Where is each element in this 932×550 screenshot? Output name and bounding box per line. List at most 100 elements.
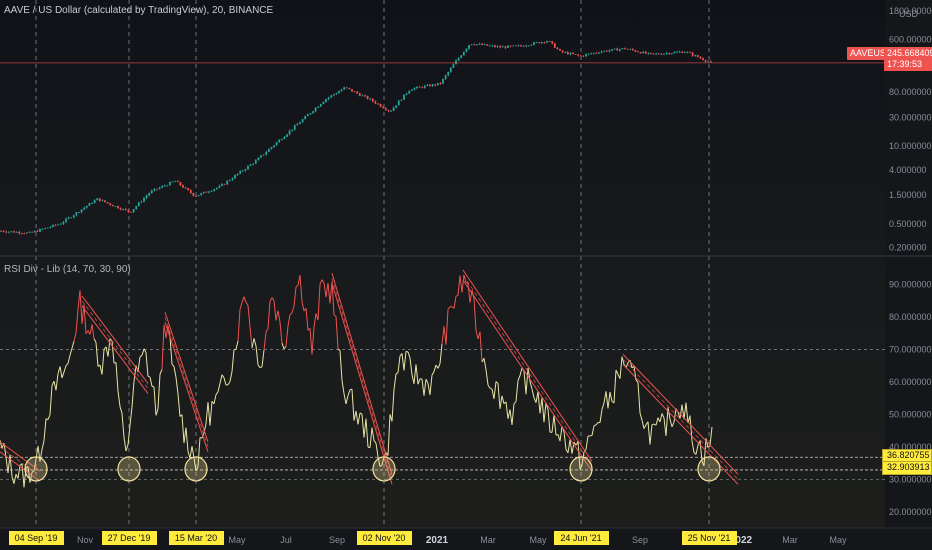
price-axis-tick: 1.500000: [889, 190, 927, 200]
price-candle: [483, 44, 486, 46]
rsi-axis-tick: 30.000000: [889, 474, 932, 484]
rsi-line-segment: [223, 377, 227, 386]
divergence-trendline-center: [0, 446, 41, 477]
rsi-line-segment: [41, 440, 45, 450]
rsi-line-segment: [615, 369, 619, 375]
price-candle: [231, 178, 234, 181]
rsi-line-segment: [537, 391, 541, 414]
price-candle: [553, 43, 556, 48]
rsi-line-segment: [151, 385, 155, 388]
rsi-line-segment: [281, 342, 285, 350]
price-candle: [145, 195, 148, 199]
currency-label: USD: [899, 9, 919, 19]
price-pane[interactable]: [0, 40, 885, 235]
rsi-line-segment: [459, 275, 463, 293]
price-badge-value-box: 245.668409 17:39:53: [884, 47, 932, 71]
price-candle: [283, 136, 286, 140]
rsi-line-segment: [67, 355, 71, 364]
rsi-line-segment: [613, 369, 617, 404]
price-candle: [673, 52, 676, 54]
rsi-line-segment: [221, 374, 225, 378]
rsi-line-segment: [119, 406, 123, 414]
price-candle: [689, 52, 691, 53]
price-candle: [382, 106, 385, 109]
rsi-badge-lower-value: 32.903913: [887, 462, 930, 472]
time-axis-tick: 2022: [730, 535, 753, 546]
rsi-line-segment: [107, 338, 111, 357]
price-candle: [241, 170, 244, 172]
time-axis-tick: Mar: [480, 535, 496, 545]
rsi-line-segment: [483, 358, 487, 370]
price-candle: [132, 209, 135, 213]
price-candle: [140, 201, 143, 203]
price-badge-countdown: 17:39:53: [887, 59, 923, 69]
price-candle: [478, 43, 481, 45]
divergence-trendline: [331, 273, 393, 475]
rsi-line-segment: [643, 424, 647, 429]
divergence-trendline: [0, 451, 41, 482]
rsi-line-segment: [497, 383, 501, 409]
price-candle: [304, 116, 307, 120]
rsi-line-segment: [619, 356, 623, 379]
price-candle: [374, 101, 377, 104]
rsi-line-segment: [663, 417, 667, 436]
rsi-line-segment: [591, 425, 595, 436]
price-candle: [579, 55, 582, 57]
rsi-line-segment: [123, 437, 127, 452]
date-badge: 15 Mar '20: [168, 531, 224, 545]
rsi-line-segment: [73, 333, 77, 342]
price-badge: AAVEUSD: [847, 47, 892, 60]
price-candle: [83, 207, 86, 210]
rsi-line-segment: [235, 340, 239, 350]
rsi-line-segment: [511, 403, 515, 425]
rsi-line-segment: [567, 439, 571, 453]
rsi-line-segment: [433, 364, 437, 372]
price-candle: [473, 44, 476, 46]
rsi-line-segment: [205, 402, 209, 424]
price-candle: [148, 192, 151, 196]
rsi-line-segment: [9, 454, 13, 477]
rsi-line-segment: [31, 470, 35, 473]
rsi-line-segment: [443, 326, 447, 345]
price-badge-symbol: AAVEUSD: [850, 48, 893, 58]
price-candle: [88, 203, 91, 206]
price-candle: [338, 91, 340, 94]
chart-title: AAVE / US Dollar (calculated by TradingV…: [4, 5, 274, 16]
price-candle: [26, 232, 28, 234]
rsi-line-segment: [465, 281, 469, 285]
divergence-trendline: [164, 321, 209, 453]
rsi-line-segment: [243, 296, 247, 303]
price-candle: [707, 61, 710, 63]
price-candle: [31, 231, 34, 233]
rsi-line-segment: [429, 375, 433, 395]
rsi-badge-upper-value: 36.820755: [887, 450, 930, 460]
price-candle: [408, 90, 411, 94]
price-candle: [200, 193, 203, 196]
rsi-line-segment: [369, 427, 373, 448]
rsi-line-segment: [691, 440, 695, 453]
rsi-line-segment: [245, 302, 249, 306]
price-candle: [202, 191, 205, 194]
rsi-line-segment: [117, 390, 121, 407]
rsi-line-segment: [317, 284, 321, 321]
price-axis-tick: 1800.000000: [889, 6, 932, 16]
price-candle: [442, 78, 444, 84]
divergence-marker: [569, 456, 593, 482]
rsi-line-segment: [605, 391, 609, 409]
rsi-line-segment: [473, 298, 477, 331]
rsi-pane[interactable]: [0, 269, 885, 488]
time-axis-tick: May: [228, 535, 246, 545]
rsi-line-segment: [671, 422, 675, 427]
price-candle: [36, 230, 39, 232]
time-axis-tick: Mar: [782, 535, 798, 545]
rsi-line-segment: [603, 391, 607, 404]
price-candle: [512, 45, 515, 47]
price-candle: [176, 181, 179, 183]
price-candle: [564, 52, 567, 53]
rsi-line-segment: [181, 414, 185, 444]
price-candle: [421, 86, 424, 88]
rsi-line-segment: [253, 338, 257, 347]
rsi-line-segment: [431, 371, 435, 376]
price-candle: [213, 189, 216, 191]
